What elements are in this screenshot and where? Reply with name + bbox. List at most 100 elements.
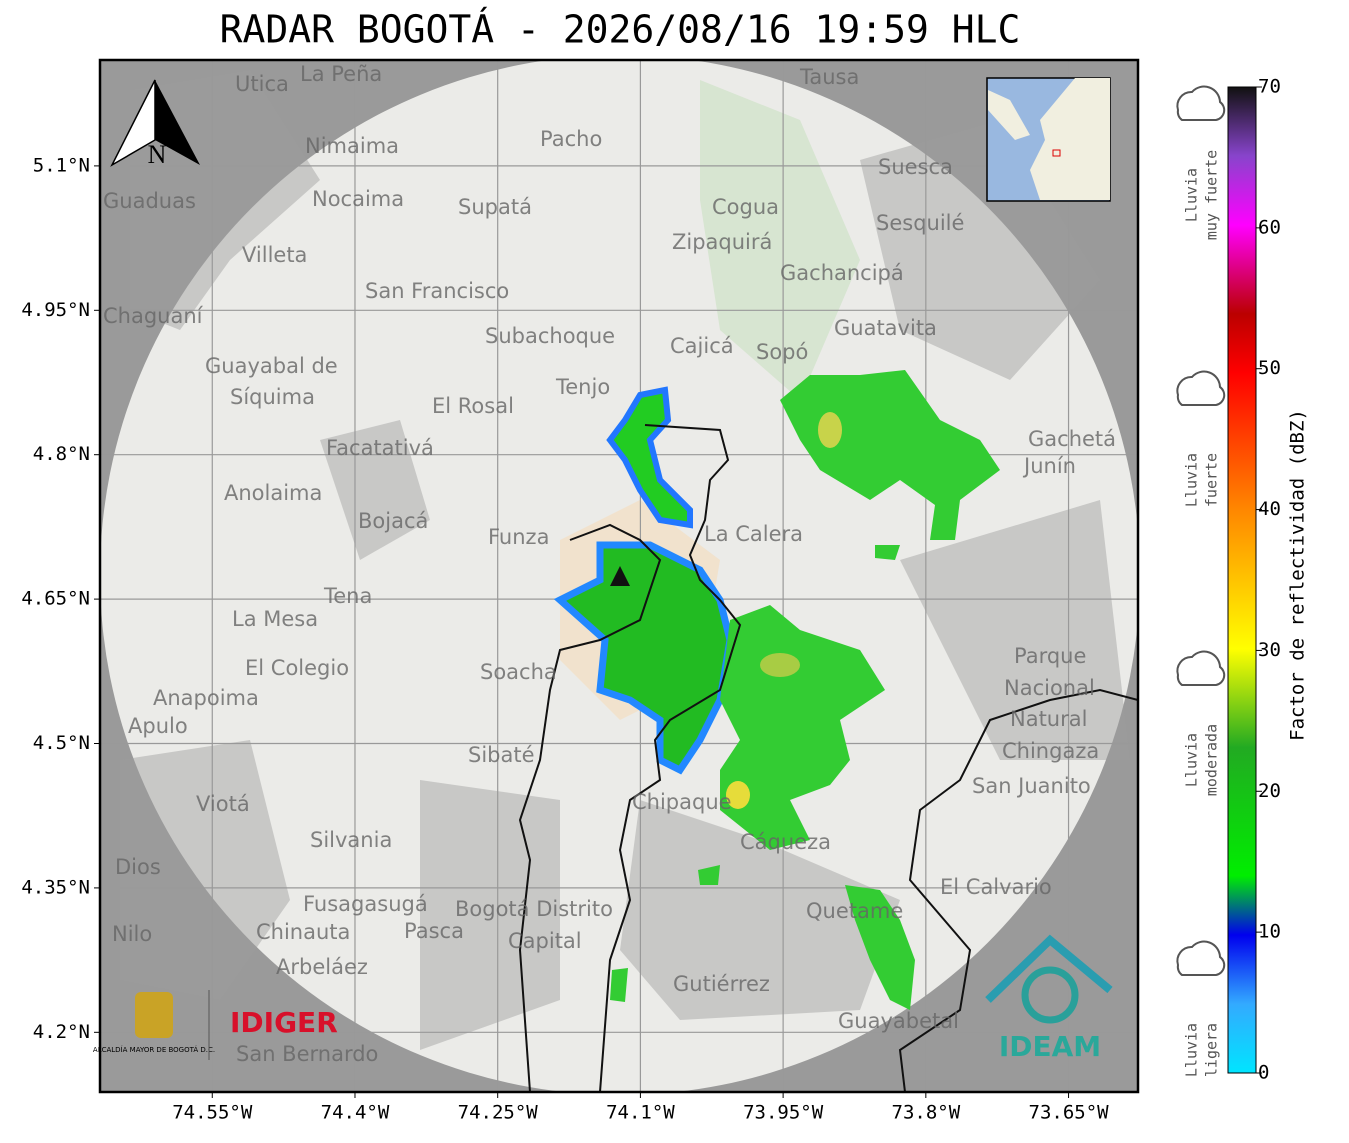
place-name: Chinauta (256, 920, 350, 944)
place-name: Tena (323, 584, 372, 608)
place-name: Viotá (196, 792, 250, 816)
logo-ideam: IDEAM (985, 934, 1113, 1063)
radar-site (610, 566, 630, 586)
ideam-text: IDEAM (999, 1030, 1101, 1063)
place-name: Gutiérrez (673, 972, 770, 996)
place-name: Chipaque (632, 790, 732, 814)
boundary (518, 424, 742, 1092)
legend-entry: Lluvia fuerte (1176, 370, 1226, 507)
colorbar-label: Factor de reflectividad (dBZ) (1287, 409, 1309, 741)
place-name: Guaduas (103, 189, 196, 213)
legend-entry: Lluvia muy fuerte (1176, 85, 1226, 240)
place-name: Subachoque (485, 324, 615, 348)
place-name: Soacha (480, 660, 557, 684)
lat-tick-label: 4.35°N (21, 876, 90, 898)
lon-tick-label: 74.25°W (458, 1102, 539, 1124)
place-name: Tausa (799, 65, 859, 89)
lon-tick-label: 74.1°W (606, 1102, 675, 1124)
place-name: Apulo (128, 714, 188, 738)
logo-alcaldia: ALCALDÍA MAYOR DE BOGOTÁ D.C. IDIGER (93, 990, 338, 1060)
echo (780, 370, 1000, 540)
place-name: Sibaté (468, 743, 535, 767)
legend-entry: Lluvia moderada (1176, 650, 1226, 796)
colorbar-tick-label: 50 (1258, 357, 1281, 379)
place-name: Utica (235, 72, 289, 96)
place-name: Facatativá (326, 436, 434, 460)
legend-text: ligera (1203, 1023, 1221, 1077)
colorbar-tick-label: 10 (1258, 921, 1281, 943)
place-name: Villeta (242, 243, 307, 267)
colorbar-tick-label: 40 (1258, 498, 1281, 520)
legend-text: moderada (1203, 724, 1221, 796)
place-name: Supatá (458, 195, 532, 219)
place-name: San Francisco (365, 279, 509, 303)
lon-tick-label: 74.55°W (172, 1102, 253, 1124)
legend-entry: Lluvia ligera (1176, 940, 1226, 1077)
colorbar-tick-label: 20 (1258, 780, 1281, 802)
place-name: La Mesa (232, 607, 318, 631)
alcaldia-text: ALCALDÍA MAYOR DE BOGOTÁ D.C. (93, 1045, 215, 1054)
place-name: Sopó (756, 340, 808, 364)
place-name: San Juanito (972, 774, 1091, 798)
place-name: Bogotá Distrito (455, 897, 613, 921)
place-name: Parque (1014, 644, 1086, 668)
weather-icon (1176, 85, 1226, 121)
lat-tick-label: 4.95°N (21, 299, 90, 321)
place-name: La Calera (704, 522, 803, 546)
echo (606, 386, 693, 529)
place-name: Nacional (1004, 676, 1095, 700)
vegetation (700, 80, 860, 400)
legend-text: Lluvia (1183, 168, 1201, 222)
place-name: Zipaquirá (672, 230, 772, 254)
legend-text: Lluvia (1183, 1023, 1201, 1077)
place-name: Natural (1010, 707, 1087, 731)
weather-icon (1176, 650, 1226, 686)
place-name: Cogua (712, 195, 779, 219)
radar-echoes (553, 370, 1000, 1010)
place-name: Junín (1022, 454, 1076, 478)
title: RADAR BOGOTÁ - 2026/08/16 19:59 HLC (220, 8, 1021, 52)
place-name: Arbeláez (276, 955, 368, 979)
lon-tick-label: 74.4°W (321, 1102, 390, 1124)
colorbar (1227, 86, 1257, 1074)
place-name: Síquima (230, 385, 315, 409)
lon-tick-label: 73.8°W (892, 1102, 961, 1124)
place-name: Nilo (112, 922, 152, 946)
lat-tick-label: 4.65°N (21, 588, 90, 610)
place-name: Pacho (540, 127, 602, 151)
colorbar-tick-label: 60 (1258, 216, 1281, 238)
place-name: Funza (488, 525, 549, 549)
weather-icon (1176, 940, 1226, 976)
place-name: El Colegio (245, 656, 349, 680)
place-name: El Rosal (432, 394, 514, 418)
ideam-roof (985, 934, 1113, 1003)
legend-text: Lluvia (1183, 453, 1201, 507)
map-area: La Peña Utica Tausa Pacho Nimaima Nocaima Supa… (100, 60, 1138, 1092)
echo (845, 885, 915, 1010)
place-name: Gachancipá (780, 261, 904, 285)
place-name: Chaguaní (103, 304, 204, 328)
place-name: Tenjo (555, 375, 610, 399)
inset-map (986, 77, 1111, 202)
weather-icon (1176, 370, 1226, 406)
place-name: Quetame (806, 899, 903, 923)
north-label: N (148, 140, 167, 169)
echo-core (760, 653, 800, 677)
place-name: Suesca (878, 155, 953, 179)
coat-of-arms (135, 992, 173, 1038)
echo-core (726, 781, 750, 809)
boundary (898, 688, 1138, 1092)
place-name: San Bernardo (236, 1042, 378, 1066)
idiger-logo: IDIGER (230, 1006, 338, 1039)
place-name: Dios (115, 855, 161, 879)
place-name: Fusagasugá (303, 892, 428, 916)
place-name: Chingaza (1002, 739, 1099, 763)
echo (553, 541, 734, 775)
lat-tick-label: 4.5°N (33, 732, 90, 754)
place-name: Pasca (404, 919, 464, 943)
place-name: Cáqueza (740, 830, 831, 854)
place-name: El Calvario (940, 875, 1052, 899)
lat-tick-label: 4.2°N (33, 1021, 90, 1043)
place-name: Gachetá (1028, 427, 1116, 451)
